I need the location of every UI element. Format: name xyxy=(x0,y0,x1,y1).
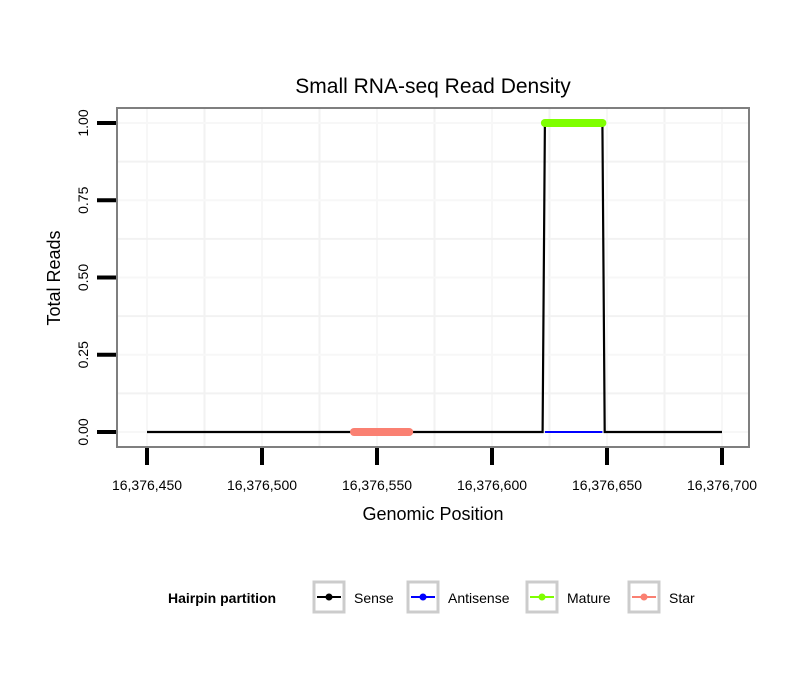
x-tick-label: 16,376,650 xyxy=(572,477,642,493)
y-axis-label: Total Reads xyxy=(44,230,64,325)
legend-label-sense: Sense xyxy=(354,590,394,606)
x-axis: 16,376,450 16,376,500 16,376,550 16,376,600… xyxy=(112,448,757,493)
legend: Hairpin partition Sense Antisense Mature St… xyxy=(168,580,695,614)
legend-key-point xyxy=(419,593,427,601)
x-tick-label: 16,376,500 xyxy=(227,477,297,493)
legend-label-mature: Mature xyxy=(567,590,611,606)
chart-title: Small RNA-seq Read Density xyxy=(295,75,571,98)
y-tick-label: 0.25 xyxy=(75,341,91,368)
series-lines xyxy=(147,119,722,436)
y-tick-label: 0.50 xyxy=(75,264,91,291)
y-tick-label: 1.00 xyxy=(75,109,91,136)
y-axis: 0.00 0.25 0.50 0.75 1.00 xyxy=(75,109,116,446)
x-axis-label: Genomic Position xyxy=(362,504,503,524)
legend-key-point xyxy=(325,593,333,601)
legend-label-star: Star xyxy=(669,590,695,606)
x-tick-label: 16,376,700 xyxy=(687,477,757,493)
legend-title: Hairpin partition xyxy=(168,590,276,606)
y-tick-label: 0.75 xyxy=(75,186,91,213)
y-tick-label: 0.00 xyxy=(75,418,91,445)
x-tick-label: 16,376,450 xyxy=(112,477,182,493)
legend-key-point xyxy=(538,593,546,601)
x-tick-label: 16,376,600 xyxy=(457,477,527,493)
legend-label-antisense: Antisense xyxy=(448,590,510,606)
x-tick-label: 16,376,550 xyxy=(342,477,412,493)
gridlines xyxy=(118,109,748,446)
legend-key-point xyxy=(640,593,648,601)
